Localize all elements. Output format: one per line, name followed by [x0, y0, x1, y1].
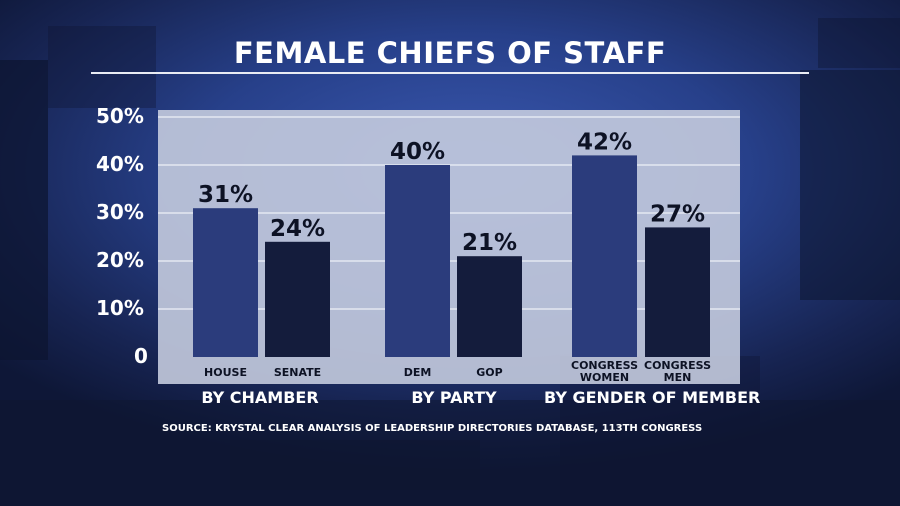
group-label-by-chamber: BY CHAMBER — [201, 388, 319, 407]
bar-category-label: SENATE — [274, 366, 321, 379]
bar — [572, 155, 637, 357]
y-tick-label: 0 — [134, 344, 148, 368]
bar-category-label: HOUSE — [204, 366, 247, 379]
background-block — [0, 60, 48, 360]
background-block — [800, 70, 900, 300]
source-note: SOURCE: KRYSTAL CLEAR ANALYSIS OF LEADER… — [162, 423, 703, 434]
bar-category-label: WOMEN — [580, 371, 629, 384]
chart-title: FEMALE CHIEFS OF STAFF — [233, 36, 667, 70]
y-tick-label: 40% — [96, 152, 144, 176]
bar-category-label: DEM — [404, 366, 432, 379]
bar-value-label: 40% — [390, 139, 445, 165]
group-label-by-party: BY PARTY — [411, 388, 497, 407]
bar-value-label: 42% — [577, 129, 632, 155]
title-underline — [91, 72, 809, 74]
y-tick-label: 20% — [96, 248, 144, 272]
bar-category-label: CONGRESS — [571, 359, 638, 372]
bar — [457, 256, 522, 357]
bar — [385, 165, 450, 357]
y-tick-label: 50% — [96, 104, 144, 128]
bar-value-label: 27% — [650, 201, 705, 227]
group-label-by-gender: BY GENDER OF MEMBER — [544, 388, 761, 407]
bar-category-label: MEN — [664, 371, 692, 384]
bar-category-label: GOP — [476, 366, 502, 379]
bar-category-label: CONGRESS — [644, 359, 711, 372]
y-tick-label: 30% — [96, 200, 144, 224]
bar — [193, 208, 258, 357]
bar-value-label: 24% — [270, 216, 325, 242]
y-tick-label: 10% — [96, 296, 144, 320]
background-block — [48, 26, 156, 108]
bar — [645, 227, 710, 357]
background-block — [818, 18, 900, 68]
bar-value-label: 21% — [462, 230, 517, 256]
bar — [265, 241, 330, 357]
background-block — [230, 440, 480, 490]
bar-value-label: 31% — [198, 182, 253, 208]
